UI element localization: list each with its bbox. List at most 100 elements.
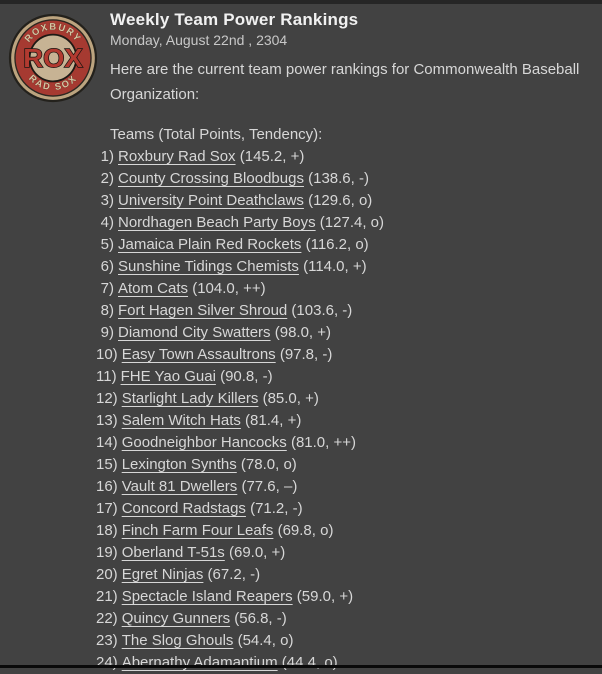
team-row: 7) Atom Cats (104.0, ++) bbox=[101, 278, 602, 300]
team-rank: 12) bbox=[96, 390, 118, 407]
team-link[interactable]: Concord Radstags bbox=[121, 500, 246, 517]
team-row: 14) Goodneighbor Hancocks (81.0, ++) bbox=[96, 432, 602, 454]
window-bottom-edge bbox=[0, 665, 602, 668]
rox-badge-icon: ROXBURY RAD SOX ROX bbox=[8, 13, 98, 103]
team-row: 13) Salem Witch Hats (81.4, +) bbox=[96, 410, 602, 432]
team-link[interactable]: Goodneighbor Hancocks bbox=[121, 434, 287, 451]
team-rank: 18) bbox=[96, 522, 118, 539]
logo-center-text: ROX bbox=[23, 43, 83, 73]
team-row: 5) Jamaica Plain Red Rockets (116.2, o) bbox=[101, 234, 602, 256]
team-row: 23) The Slog Ghouls (54.4, o) bbox=[96, 630, 602, 652]
team-link[interactable]: County Crossing Bloodbugs bbox=[118, 170, 304, 187]
team-stats: (81.0, ++) bbox=[286, 434, 357, 451]
team-stats: (71.2, -) bbox=[245, 500, 303, 517]
team-stats: (69.0, +) bbox=[224, 544, 286, 561]
team-row: 10) Easy Town Assaultrons (97.8, -) bbox=[96, 344, 602, 366]
list-header: Teams (Total Points, Tendency): bbox=[110, 126, 323, 143]
team-rank: 16) bbox=[96, 478, 118, 495]
team-rank: 13) bbox=[96, 412, 118, 429]
team-row: 11) FHE Yao Guai (90.8, -) bbox=[96, 366, 602, 388]
team-list: 1) Roxbury Rad Sox (145.2, +) 2) County … bbox=[96, 146, 602, 674]
team-link[interactable]: Roxbury Rad Sox bbox=[118, 148, 236, 165]
team-link[interactable]: Atom Cats bbox=[118, 280, 189, 297]
team-stats: (59.0, +) bbox=[292, 588, 354, 605]
team-link[interactable]: FHE Yao Guai bbox=[120, 368, 216, 385]
team-row: 4) Nordhagen Beach Party Boys (127.4, o) bbox=[101, 212, 602, 234]
team-rank: 9) bbox=[100, 324, 114, 341]
team-stats: (114.0, +) bbox=[298, 258, 367, 275]
window-top-edge bbox=[0, 0, 602, 4]
team-rank: 4) bbox=[100, 214, 114, 231]
team-rank: 5) bbox=[100, 236, 114, 253]
team-rank: 1) bbox=[100, 148, 114, 165]
team-rank: 21) bbox=[96, 588, 118, 605]
team-link[interactable]: Easy Town Assaultrons bbox=[121, 346, 276, 363]
team-rank: 22) bbox=[96, 610, 118, 627]
ranking-list: Teams (Total Points, Tendency): 1) Roxbu… bbox=[96, 124, 602, 674]
team-stats: (104.0, ++) bbox=[188, 280, 266, 297]
team-rank: 10) bbox=[96, 346, 118, 363]
team-row: 16) Vault 81 Dwellers (77.6, –) bbox=[96, 476, 602, 498]
team-stats: (145.2, +) bbox=[235, 148, 305, 165]
team-rank: 15) bbox=[96, 456, 118, 473]
team-link[interactable]: Jamaica Plain Red Rockets bbox=[118, 236, 302, 253]
team-link[interactable]: The Slog Ghouls bbox=[121, 632, 234, 649]
team-rank: 6) bbox=[100, 258, 114, 275]
team-row: 20) Egret Ninjas (67.2, -) bbox=[96, 564, 602, 586]
team-row: 17) Concord Radstags (71.2, -) bbox=[96, 498, 602, 520]
intro-text: Here are the current team power rankings… bbox=[110, 61, 580, 103]
team-stats: (98.0, +) bbox=[270, 324, 332, 341]
team-link[interactable]: Abernathy Adamantium bbox=[121, 654, 278, 671]
post-content: Weekly Team Power Rankings Monday, Augus… bbox=[96, 8, 602, 674]
team-rank: 20) bbox=[96, 566, 118, 583]
team-link[interactable]: Quincy Gunners bbox=[121, 610, 231, 627]
team-row: 3) University Point Deathclaws (129.6, o… bbox=[101, 190, 602, 212]
team-row: 2) County Crossing Bloodbugs (138.6, -) bbox=[101, 168, 602, 190]
team-link[interactable]: University Point Deathclaws bbox=[118, 192, 304, 209]
team-stats: (85.0, +) bbox=[258, 390, 319, 407]
team-row: 1) Roxbury Rad Sox (145.2, +) bbox=[101, 146, 602, 168]
team-link[interactable]: Diamond City Swatters bbox=[118, 324, 271, 341]
post-date: Monday, August 22nd , 2304 bbox=[110, 32, 288, 48]
team-logo: ROXBURY RAD SOX ROX bbox=[8, 13, 98, 103]
team-stats: (90.8, -) bbox=[215, 368, 273, 385]
team-rank: 3) bbox=[100, 192, 114, 209]
team-row: 15) Lexington Synths (78.0, o) bbox=[96, 454, 602, 476]
team-stats: (138.6, -) bbox=[303, 170, 369, 187]
team-stats: (54.4, o) bbox=[233, 632, 294, 649]
team-stats: (116.2, o) bbox=[301, 236, 369, 253]
team-rank: 24) bbox=[96, 654, 118, 671]
team-row: 18) Finch Farm Four Leafs (69.8, o) bbox=[96, 520, 602, 542]
team-rank: 19) bbox=[96, 544, 118, 561]
team-rank: 23) bbox=[96, 632, 118, 649]
team-link[interactable]: Fort Hagen Silver Shroud bbox=[118, 302, 288, 319]
team-stats: (78.0, o) bbox=[236, 456, 297, 473]
team-rank: 2) bbox=[100, 170, 114, 187]
team-link[interactable]: Oberland T-51s bbox=[121, 544, 225, 561]
team-link[interactable]: Starlight Lady Killers bbox=[121, 390, 259, 407]
team-row: 9) Diamond City Swatters (98.0, +) bbox=[101, 322, 602, 344]
team-link[interactable]: Finch Farm Four Leafs bbox=[121, 522, 274, 539]
team-row: 12) Starlight Lady Killers (85.0, +) bbox=[96, 388, 602, 410]
team-stats: (69.8, o) bbox=[273, 522, 334, 539]
team-rank: 8) bbox=[100, 302, 114, 319]
team-row: 6) Sunshine Tidings Chemists (114.0, +) bbox=[101, 256, 602, 278]
team-stats: (81.4, +) bbox=[240, 412, 302, 429]
team-link[interactable]: Nordhagen Beach Party Boys bbox=[118, 214, 316, 231]
team-link[interactable]: Spectacle Island Reapers bbox=[121, 588, 293, 605]
page-title: Weekly Team Power Rankings bbox=[110, 10, 359, 29]
team-rank: 11) bbox=[96, 368, 117, 385]
team-stats: (103.6, -) bbox=[287, 302, 353, 319]
team-stats: (67.2, -) bbox=[203, 566, 261, 583]
team-row: 21) Spectacle Island Reapers (59.0, +) bbox=[96, 586, 602, 608]
team-link[interactable]: Lexington Synths bbox=[121, 456, 237, 473]
team-stats: (56.8, -) bbox=[230, 610, 287, 627]
team-stats: (97.8, -) bbox=[275, 346, 333, 363]
team-link[interactable]: Salem Witch Hats bbox=[121, 412, 241, 429]
team-link[interactable]: Sunshine Tidings Chemists bbox=[118, 258, 299, 275]
team-link[interactable]: Egret Ninjas bbox=[121, 566, 204, 583]
team-rank: 14) bbox=[96, 434, 118, 451]
team-stats: (77.6, –) bbox=[237, 478, 298, 495]
team-row: 22) Quincy Gunners (56.8, -) bbox=[96, 608, 602, 630]
team-link[interactable]: Vault 81 Dwellers bbox=[121, 478, 238, 495]
